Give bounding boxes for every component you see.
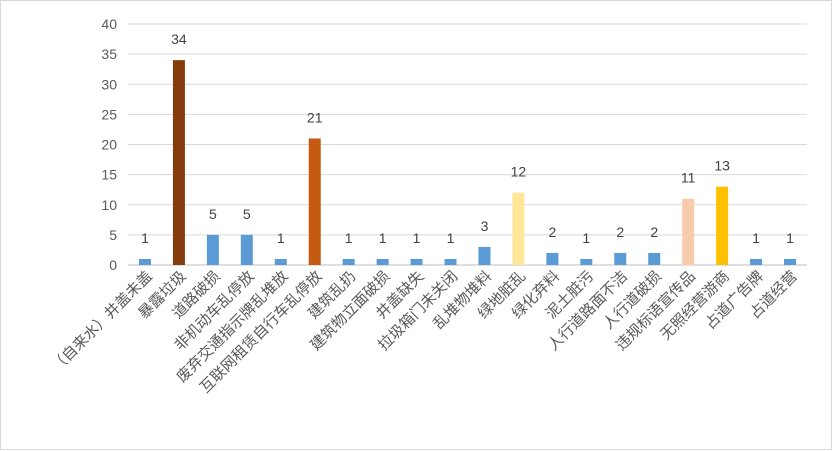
y-tick-label: 25 — [101, 106, 117, 122]
data-label: 11 — [681, 170, 696, 186]
data-label: 1 — [447, 230, 455, 246]
bar — [580, 258, 593, 265]
bar — [376, 258, 389, 265]
category-labels: （自来水）井盖未盖暴露垃圾道路破损非机动车乱停放废弃交通指示牌乱堆放互联网租赁自… — [48, 267, 801, 396]
bar — [172, 60, 185, 266]
bar — [138, 258, 151, 265]
data-label: 1 — [379, 230, 387, 246]
data-label: 3 — [481, 218, 489, 234]
bar — [478, 246, 491, 265]
bar — [750, 258, 763, 265]
bar — [274, 258, 287, 265]
y-tick-label: 15 — [101, 167, 117, 183]
category-label: （自来水）井盖未盖 — [48, 267, 156, 375]
bar — [682, 198, 695, 265]
data-label: 21 — [307, 109, 323, 125]
data-label: 1 — [582, 230, 590, 246]
bar — [444, 258, 457, 265]
data-label: 1 — [786, 230, 794, 246]
y-tick-label: 30 — [101, 76, 117, 92]
bar — [410, 258, 423, 265]
y-axis-tick-labels: 0 5 10 15 20 25 30 35 40 — [101, 16, 117, 273]
data-label: 1 — [345, 230, 353, 246]
data-label: 13 — [714, 158, 730, 174]
bar — [614, 252, 627, 265]
bar — [342, 258, 355, 265]
data-label: 5 — [209, 206, 217, 222]
bar — [206, 234, 219, 265]
y-tick-label: 0 — [109, 257, 117, 273]
data-label: 1 — [752, 230, 760, 246]
y-tick-label: 5 — [109, 227, 117, 243]
data-label: 1 — [413, 230, 421, 246]
bar — [308, 138, 321, 265]
data-label: 12 — [511, 164, 527, 180]
data-label: 5 — [243, 206, 251, 222]
bars — [138, 60, 797, 266]
data-label: 2 — [616, 224, 624, 240]
data-label: 34 — [171, 31, 187, 47]
data-label: 2 — [650, 224, 658, 240]
y-tick-label: 20 — [101, 137, 117, 153]
bar — [716, 186, 729, 265]
data-label: 1 — [277, 230, 285, 246]
y-tick-label: 40 — [101, 16, 117, 32]
gridlines — [128, 23, 807, 266]
bar — [512, 192, 525, 265]
data-label: 2 — [548, 224, 556, 240]
y-tick-label: 35 — [101, 46, 117, 62]
bar — [240, 234, 253, 265]
y-tick-label: 10 — [101, 197, 117, 213]
data-label: 1 — [141, 230, 149, 246]
bar — [648, 252, 661, 265]
bar — [546, 252, 559, 265]
bar — [784, 258, 797, 265]
